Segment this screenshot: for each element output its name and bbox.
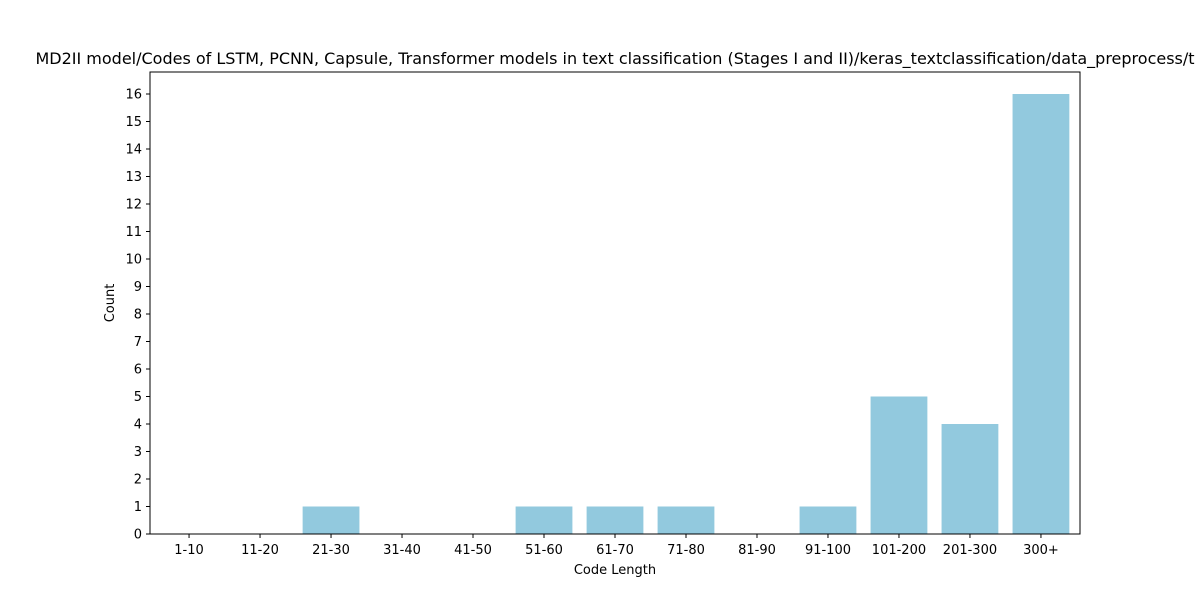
- y-tick-label: 8: [134, 308, 142, 323]
- x-tick-label: 51-60: [525, 543, 563, 558]
- x-tick-label: 101-200: [872, 543, 926, 558]
- bar-51-60: [515, 506, 573, 534]
- y-axis-label: Count: [103, 284, 118, 323]
- bar-201-300: [941, 424, 999, 534]
- x-tick-label: 61-70: [596, 543, 634, 558]
- bar-300+: [1012, 94, 1070, 534]
- y-tick-label: 16: [125, 88, 142, 103]
- bar-61-70: [586, 506, 644, 534]
- y-tick-label: 14: [125, 143, 142, 158]
- y-tick-label: 6: [134, 363, 142, 378]
- bar-71-80: [657, 506, 715, 534]
- y-tick-label: 3: [134, 445, 142, 460]
- bars-group: [302, 94, 1070, 534]
- bar-21-30: [302, 506, 360, 534]
- x-axis-label: Code Length: [574, 563, 656, 578]
- chart-title: MD2II model/Codes of LSTM, PCNN, Capsule…: [35, 49, 1194, 69]
- x-tick-label: 81-90: [738, 543, 776, 558]
- y-tick-label: 5: [134, 390, 142, 405]
- x-tick-label: 1-10: [174, 543, 204, 558]
- bar-91-100: [799, 506, 857, 534]
- y-tick-label: 0: [134, 528, 142, 543]
- y-tick-label: 15: [125, 115, 142, 130]
- x-tick-label: 300+: [1023, 543, 1059, 558]
- y-tick-label: 2: [134, 473, 142, 488]
- x-tick-label: 41-50: [454, 543, 492, 558]
- x-tick-label: 201-300: [943, 543, 997, 558]
- y-tick-label: 9: [134, 280, 142, 295]
- y-tick-label: 12: [125, 198, 142, 213]
- x-tick-label: 91-100: [805, 543, 851, 558]
- y-tick-label: 13: [125, 170, 142, 185]
- x-tick-label: 11-20: [241, 543, 279, 558]
- x-axis-ticks: 1-10 11-20 21-30 31-40 41-50 51-60 61-70 71-80 8…: [174, 534, 1059, 558]
- x-tick-label: 31-40: [383, 543, 421, 558]
- y-tick-label: 10: [125, 253, 142, 268]
- plot-frame: [149, 71, 1081, 535]
- y-tick-label: 1: [134, 500, 142, 515]
- y-tick-label: 4: [134, 418, 142, 433]
- bar-101-200: [870, 396, 928, 534]
- y-tick-label: 7: [134, 335, 142, 350]
- y-tick-label: 11: [125, 225, 142, 240]
- x-tick-label: 21-30: [312, 543, 350, 558]
- x-tick-label: 71-80: [667, 543, 705, 558]
